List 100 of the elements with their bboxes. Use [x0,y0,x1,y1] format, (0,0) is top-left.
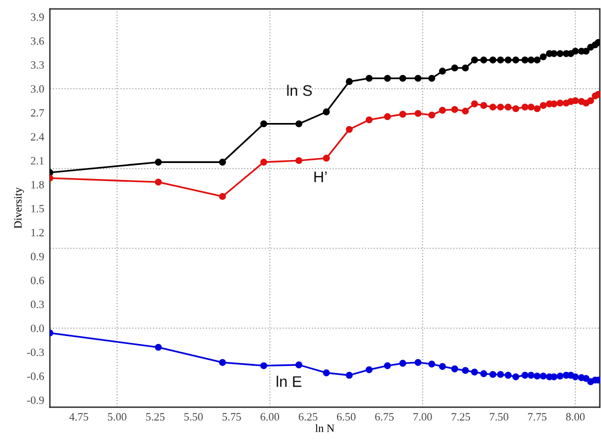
x-tick-label: 5.75 [222,413,241,421]
x-tick-label: 7.00 [414,413,432,421]
point [528,56,535,64]
point [556,50,564,58]
point [521,372,528,379]
point [572,97,579,104]
y-tick-label: 2.1 [30,157,44,165]
point [260,362,268,370]
point [414,110,422,117]
point [260,158,268,166]
y-tick-label: 0.9 [30,252,44,260]
point [572,373,579,380]
y-tick-label: 2.4 [30,133,44,141]
x-tick-label: 5.25 [146,413,165,421]
point [414,74,422,82]
point [438,68,446,75]
point [504,104,512,111]
point [154,344,162,351]
y-tick-label: -0.3 [27,348,44,356]
y-tick-label: 1.5 [31,204,44,212]
point [438,106,446,114]
point [295,361,302,368]
point [489,104,496,111]
point [414,359,422,366]
x-tick-label: 4.75 [69,413,88,421]
x-tick-label: 7.25 [452,413,470,421]
point [471,100,478,108]
y-tick-label: 1.8 [31,180,44,189]
x-tick-label: 6.25 [298,413,318,421]
point [219,192,226,200]
series-label: ln E [276,376,302,387]
point [451,106,458,113]
point [512,373,520,380]
point [384,362,391,370]
point [512,56,520,64]
y-axis-title: Diversity [14,187,24,228]
y-tick-label: 2.7 [30,109,44,117]
y-tick-label: 0.6 [30,276,44,284]
point [587,97,594,104]
point [534,372,541,380]
point [462,108,469,115]
x-tick-label: 5.50 [184,413,203,421]
y-tick-label: 3.6 [30,37,44,45]
point [497,56,504,64]
point [154,178,162,186]
x-tick-label: 7.75 [528,413,546,421]
point [451,365,458,372]
y-tick-label: 3.3 [30,61,44,69]
point [260,120,268,128]
x-tick-label: 6.00 [260,413,280,421]
point [540,102,547,109]
series-label: ln S [287,84,312,96]
point [384,74,391,82]
point [534,56,541,64]
y-tick-label: 1.2 [31,228,44,236]
series-label: H’ [314,172,327,182]
point [540,53,547,60]
point [504,372,512,379]
point [556,100,564,107]
point [346,78,353,86]
point [528,372,535,379]
point [480,370,488,378]
x-tick-label: 5.00 [108,413,126,421]
point [550,50,558,58]
point [366,116,373,124]
point [346,372,353,379]
point [550,373,558,380]
y-tick-label: -0.6 [27,372,44,380]
point [438,362,446,370]
point [521,104,528,111]
point [428,360,436,368]
point [582,374,590,382]
y-tick-label: -0.9 [27,396,44,404]
point [471,368,478,376]
x-axis-title: ln N [315,424,334,432]
point [504,56,512,64]
point [497,104,504,111]
point [428,74,436,82]
point [512,105,520,112]
point [462,64,469,72]
point [399,110,406,118]
point [322,154,330,162]
point [399,360,406,367]
point [528,104,535,111]
y-tick-label: 0.0 [30,324,44,332]
point [154,158,162,166]
y-tick-label: 3.9 [30,13,44,21]
point [582,48,590,55]
y-tick-label: 3.0 [30,85,44,93]
point [489,370,496,378]
y-tick-label: 0.3 [30,300,44,308]
point [384,113,391,120]
point [489,56,496,64]
point [462,366,469,374]
point [480,56,488,64]
x-tick-label: 8.00 [566,413,585,421]
point [366,74,373,82]
point [550,100,558,108]
point [480,102,488,109]
point [399,74,406,82]
